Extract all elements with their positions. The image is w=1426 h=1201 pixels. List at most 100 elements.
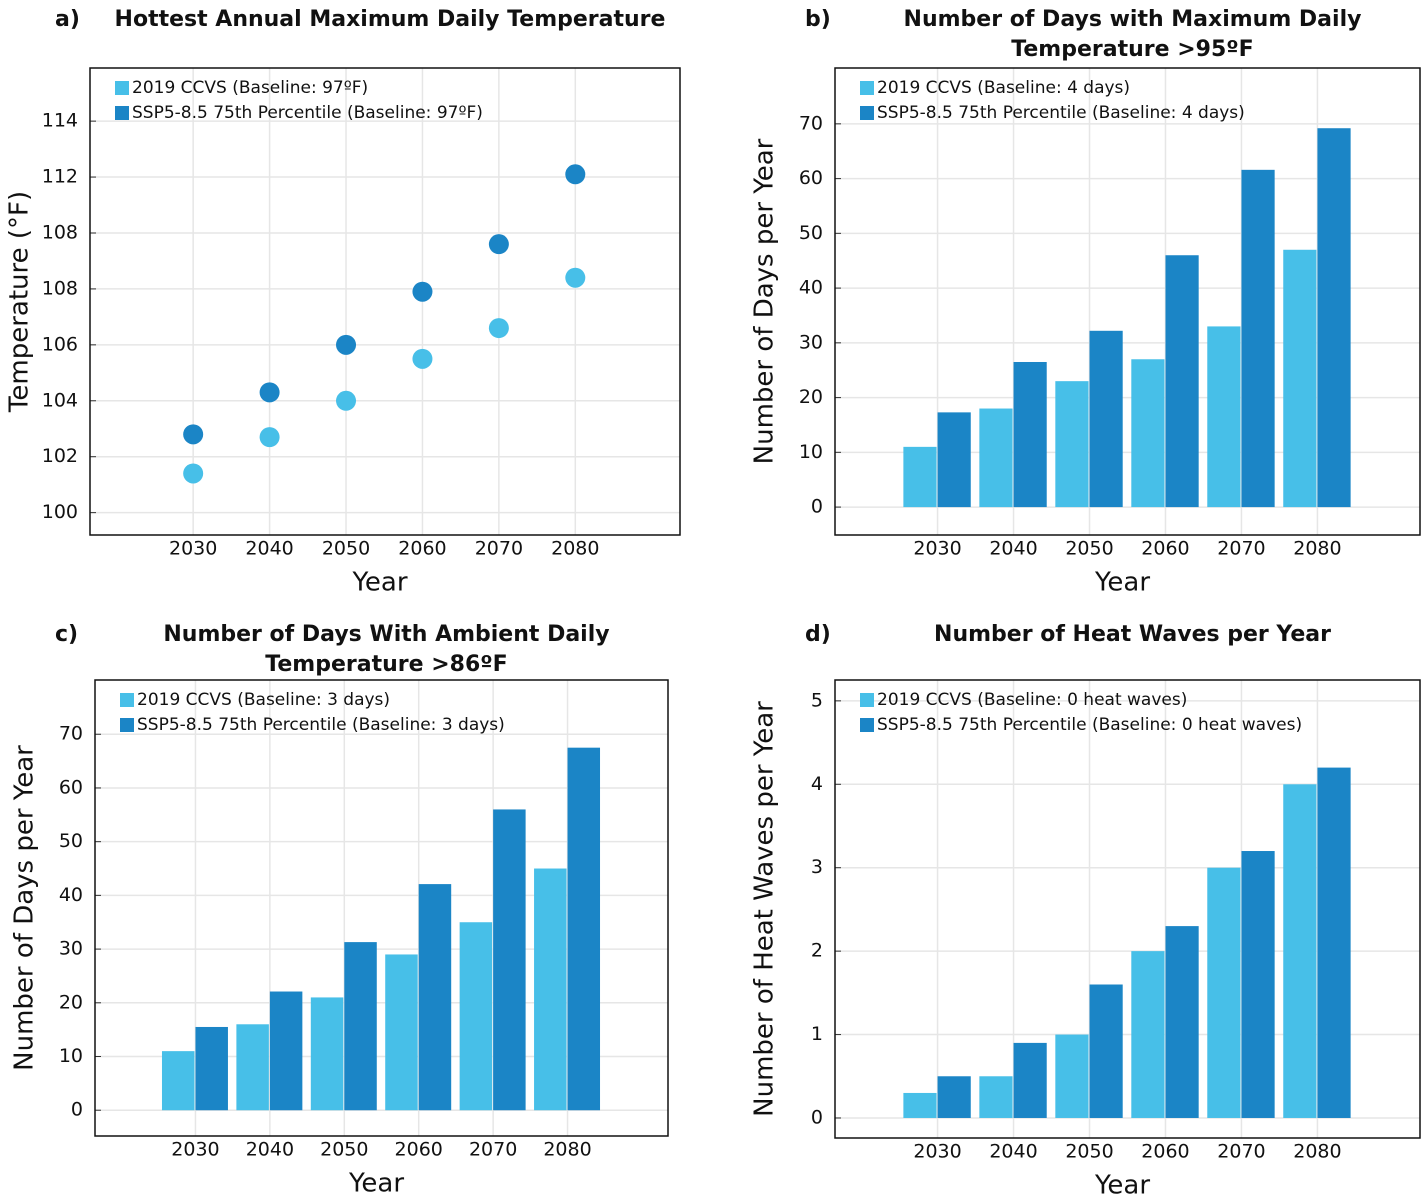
chart-title: Number of Days With Ambient Daily <box>163 622 609 647</box>
bar <box>1131 951 1165 1118</box>
x-axis-label: Year <box>351 568 407 598</box>
bar <box>459 922 493 1111</box>
bar <box>937 412 971 508</box>
bar <box>1207 326 1241 508</box>
legend-swatch <box>860 81 874 95</box>
y-tick-label: 114 <box>42 110 78 132</box>
y-tick-label: 108 <box>42 277 78 299</box>
point <box>183 463 204 484</box>
point <box>565 164 586 185</box>
bar <box>534 868 567 1111</box>
x-tick-label: 2050 <box>322 538 370 560</box>
x-tick-label: 2080 <box>1293 538 1341 560</box>
point <box>336 390 357 411</box>
bar <box>1131 359 1165 508</box>
x-tick-label: 2040 <box>245 538 293 560</box>
y-tick-label: 106 <box>42 333 78 355</box>
y-tick-label: 3 <box>811 856 823 878</box>
y-tick-label: 10 <box>59 1045 83 1067</box>
y-tick-label: 0 <box>811 496 823 518</box>
x-tick-label: 2030 <box>171 1139 219 1161</box>
legend-swatch <box>860 106 874 120</box>
x-tick-label: 2050 <box>1065 538 1113 560</box>
y-tick-label: 30 <box>59 938 83 960</box>
legend-swatch <box>120 693 134 707</box>
point <box>412 281 433 302</box>
bar <box>161 1051 195 1111</box>
bar <box>937 1076 971 1118</box>
plot-frame <box>94 679 669 1137</box>
y-tick-label: 50 <box>59 830 83 852</box>
y-tick-label: 4 <box>811 773 823 795</box>
y-tick-label: 0 <box>811 1106 823 1128</box>
x-tick-label: 2060 <box>1141 1141 1189 1163</box>
legend-label: SSP5-8.5 75th Percentile (Baseline: 4 da… <box>877 103 1245 123</box>
y-axis-label: Number of Days per Year <box>10 745 40 1071</box>
x-tick-label: 2060 <box>398 538 446 560</box>
legend-swatch <box>115 106 129 120</box>
x-tick-label: 2070 <box>469 1139 517 1161</box>
y-axis-label: Temperature (°F) <box>5 191 35 413</box>
y-tick-label: 70 <box>799 112 823 134</box>
y-tick-label: 1 <box>811 1023 823 1045</box>
chart-title: Temperature >86ºF <box>265 652 507 677</box>
y-tick-label: 112 <box>42 166 78 188</box>
bar <box>344 942 377 1111</box>
x-tick-label: 2050 <box>320 1139 368 1161</box>
x-tick-label: 2040 <box>989 1141 1037 1163</box>
y-tick-label: 30 <box>799 331 823 353</box>
y-tick-label: 104 <box>42 389 78 411</box>
point <box>183 424 204 445</box>
bar <box>1283 784 1317 1118</box>
point <box>488 318 509 339</box>
point <box>412 348 433 369</box>
x-tick-label: 2080 <box>543 1139 591 1161</box>
point <box>488 234 509 255</box>
bar <box>567 747 601 1111</box>
legend-swatch <box>120 718 134 732</box>
bar <box>310 997 344 1111</box>
plot-frame <box>834 67 1421 536</box>
chart-title: Temperature >95ºF <box>1011 37 1253 62</box>
x-tick-label: 2070 <box>475 538 523 560</box>
panel-label: a) <box>55 7 80 32</box>
point <box>259 427 280 448</box>
legend-label: 2019 CCVS (Baseline: 0 heat waves) <box>877 690 1187 710</box>
chart-title: Number of Days with Maximum Daily <box>904 7 1362 32</box>
legend-swatch <box>115 81 129 95</box>
panel-label: c) <box>55 622 78 647</box>
legend-label: 2019 CCVS (Baseline: 3 days) <box>137 690 390 710</box>
bar <box>979 408 1013 508</box>
bar <box>1055 381 1089 508</box>
x-tick-label: 2050 <box>1065 1141 1113 1163</box>
x-tick-label: 2080 <box>551 538 599 560</box>
bar <box>236 1024 269 1111</box>
point <box>336 334 357 355</box>
x-tick-label: 2030 <box>169 538 217 560</box>
y-tick-label: 50 <box>799 222 823 244</box>
bar <box>1055 1034 1089 1118</box>
point <box>259 382 280 403</box>
legend-swatch <box>860 718 874 732</box>
bar <box>979 1076 1013 1118</box>
bar <box>418 884 452 1111</box>
y-tick-label: 60 <box>59 776 83 798</box>
y-tick-label: 70 <box>59 723 83 745</box>
plot-frame <box>89 67 681 536</box>
bar <box>903 1092 937 1118</box>
panel-label: b) <box>805 7 831 32</box>
y-tick-label: 40 <box>799 277 823 299</box>
legend-label: SSP5-8.5 75th Percentile (Baseline: 0 he… <box>877 715 1302 735</box>
point <box>565 267 586 288</box>
bar <box>195 1026 228 1111</box>
legend-label: 2019 CCVS (Baseline: 4 days) <box>877 78 1130 98</box>
y-tick-label: 2 <box>811 940 823 962</box>
bar <box>1317 128 1351 508</box>
x-tick-label: 2040 <box>989 538 1037 560</box>
y-tick-label: 20 <box>59 991 83 1013</box>
legend-label: 2019 CCVS (Baseline: 97ºF) <box>132 78 368 98</box>
chart-title: Hottest Annual Maximum Daily Temperature <box>115 7 666 32</box>
bar <box>1089 984 1123 1118</box>
y-tick-label: 20 <box>799 386 823 408</box>
bar <box>1283 249 1317 508</box>
